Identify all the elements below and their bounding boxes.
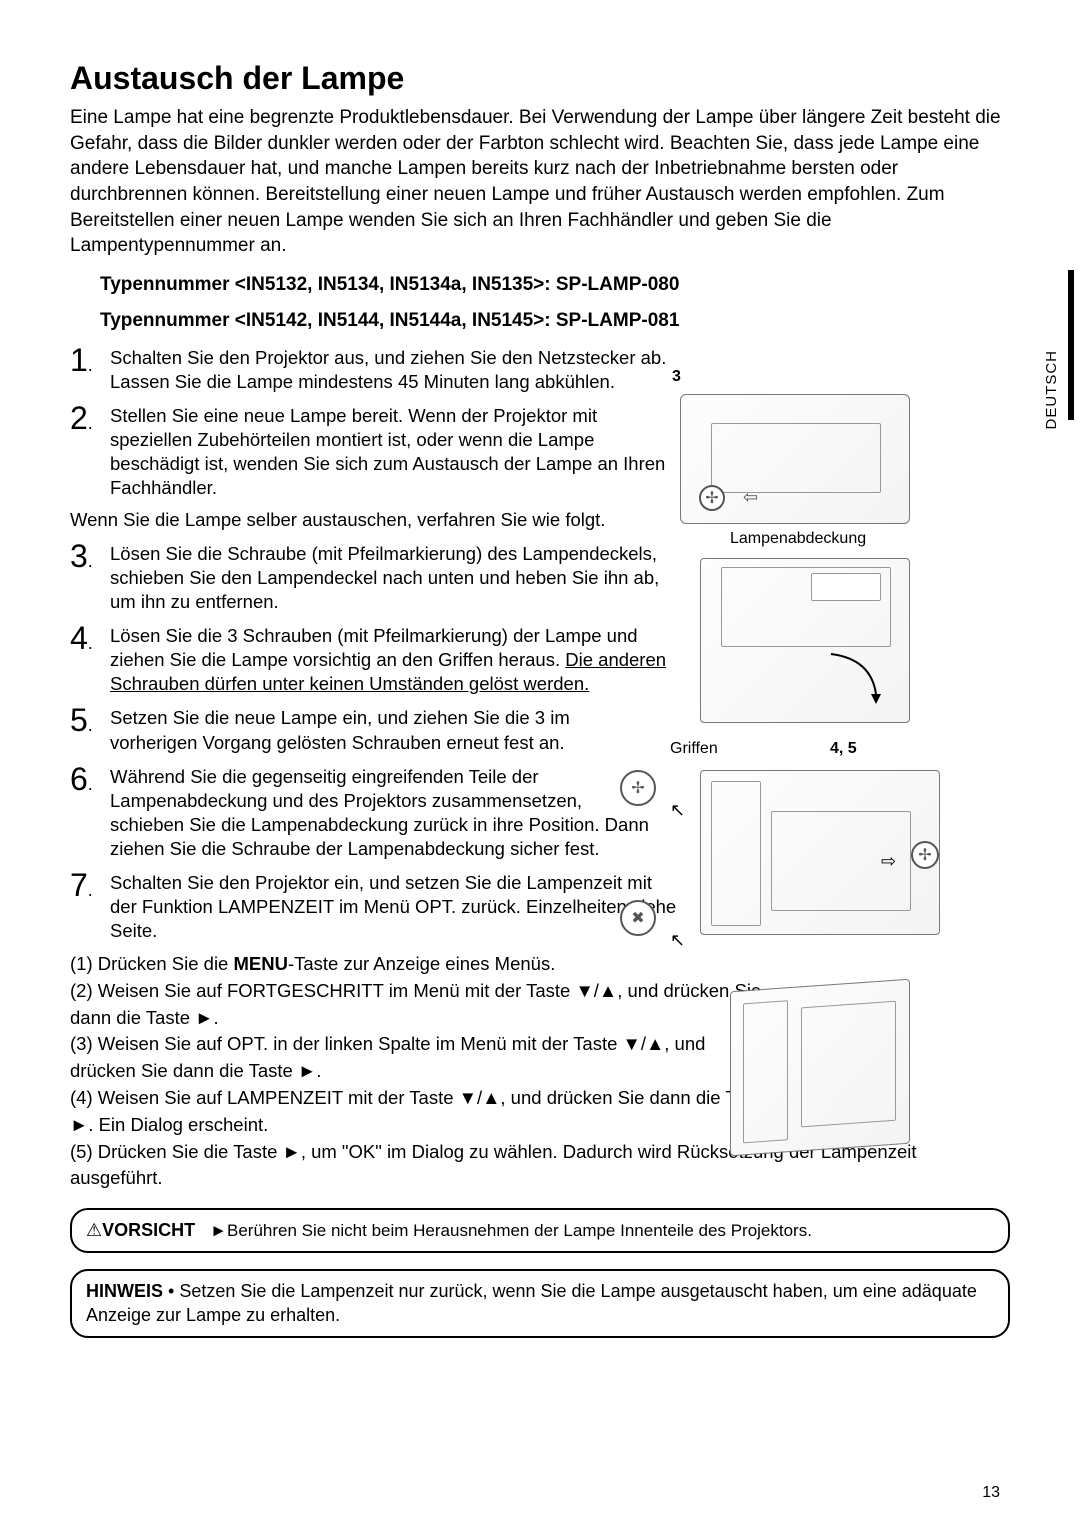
note-body: • Setzen Sie die Lampenzeit nur zurück, … xyxy=(86,1281,977,1325)
step-1: 1. Schalten Sie den Projektor aus, und z… xyxy=(70,344,680,394)
substep-3: (3) Weisen Sie auf OPT. in der linken Sp… xyxy=(70,1031,770,1085)
type-number-1: Typennummer <IN5132, IN5134, IN5134a, IN… xyxy=(100,271,1010,300)
type-number-2: Typennummer <IN5142, IN5144, IN5144a, IN… xyxy=(100,307,1010,336)
page-title: Austausch der Lampe xyxy=(70,60,1010,97)
diagram-label-3: 3 xyxy=(672,368,681,386)
step-number: 6. xyxy=(70,763,110,861)
substep-1c: -Taste zur Anzeige eines Menüs. xyxy=(288,953,555,974)
step-body: Setzen Sie die neue Lampe ein, und ziehe… xyxy=(110,704,610,754)
steps-container: 1. Schalten Sie den Projektor aus, und z… xyxy=(70,344,680,943)
substeps: (1) Drücken Sie die MENU-Taste zur Anzei… xyxy=(70,951,770,1192)
screw-icon: ✖ xyxy=(620,900,656,936)
step-number: 3. xyxy=(70,540,110,614)
step-7: 7. Schalten Sie den Projektor ein, und s… xyxy=(70,869,680,943)
caution-box: ⚠VORSICHT ►Berühren Sie nicht beim Herau… xyxy=(70,1208,1010,1253)
step-number: 5. xyxy=(70,704,110,754)
diagram-cover-removed xyxy=(700,558,910,723)
step-number: 2. xyxy=(70,402,110,500)
caution-body: ►Berühren Sie nicht beim Herausnehmen de… xyxy=(210,1221,812,1240)
step-4: 4. Lösen Sie die 3 Schrauben (mit Pfeilm… xyxy=(70,622,680,696)
step-2: 2. Stellen Sie eine neue Lampe bereit. W… xyxy=(70,402,680,500)
step-body: Stellen Sie eine neue Lampe bereit. Wenn… xyxy=(110,402,680,500)
diagram-3: ✢ ⇦ xyxy=(680,394,910,524)
step-body: Schalten Sie den Projektor ein, und setz… xyxy=(110,869,680,943)
diagram-label-45: 4, 5 xyxy=(830,740,857,758)
step-body: Lösen Sie die Schraube (mit Pfeilmarkier… xyxy=(110,540,680,614)
diagram-griffen-label: Griffen xyxy=(670,740,718,758)
note-box: HINWEIS • Setzen Sie die Lampenzeit nur … xyxy=(70,1269,1010,1338)
step-6: 6. Während Sie die gegenseitig eingreife… xyxy=(70,763,650,861)
step-number: 7. xyxy=(70,869,110,943)
substep-1b: MENU xyxy=(233,953,287,974)
substep-2: (2) Weisen Sie auf FORTGESCHRITT im Menü… xyxy=(70,978,770,1032)
step-body: Schalten Sie den Projektor aus, und zieh… xyxy=(110,344,680,394)
step-body: Während Sie die gegenseitig eingreifende… xyxy=(110,763,650,861)
note-title: HINWEIS xyxy=(86,1281,163,1301)
screw-icon: ✢ xyxy=(620,770,656,806)
page-number: 13 xyxy=(982,1484,1000,1502)
step-3: 3. Lösen Sie die Schraube (mit Pfeilmark… xyxy=(70,540,680,614)
substep-1: (1) Drücken Sie die MENU-Taste zur Anzei… xyxy=(70,951,770,978)
substep-4: (4) Weisen Sie auf LAMPENZEIT mit der Ta… xyxy=(70,1085,770,1139)
diagram-cover-label: Lampenabdeckung xyxy=(730,530,866,548)
diagram-45: ⇨ ✢ xyxy=(700,770,940,935)
language-tab: DEUTSCH xyxy=(1043,350,1060,430)
warning-icon: ⚠ xyxy=(86,1220,102,1240)
caution-title: VORSICHT xyxy=(102,1220,195,1240)
step-body: Lösen Sie die 3 Schrauben (mit Pfeilmark… xyxy=(110,622,680,696)
step-4-text: Lösen Sie die 3 Schrauben (mit Pfeilmark… xyxy=(110,625,638,670)
substep-1a: (1) Drücken Sie die xyxy=(70,953,233,974)
step-number: 1. xyxy=(70,344,110,394)
intro-text: Eine Lampe hat eine begrenzte Produktleb… xyxy=(70,105,1010,259)
step-5: 5. Setzen Sie die neue Lampe ein, und zi… xyxy=(70,704,610,754)
interline-text: Wenn Sie die Lampe selber austauschen, v… xyxy=(70,508,770,532)
step-number: 4. xyxy=(70,622,110,696)
diagram-6 xyxy=(730,979,910,1157)
side-bar xyxy=(1068,270,1074,420)
